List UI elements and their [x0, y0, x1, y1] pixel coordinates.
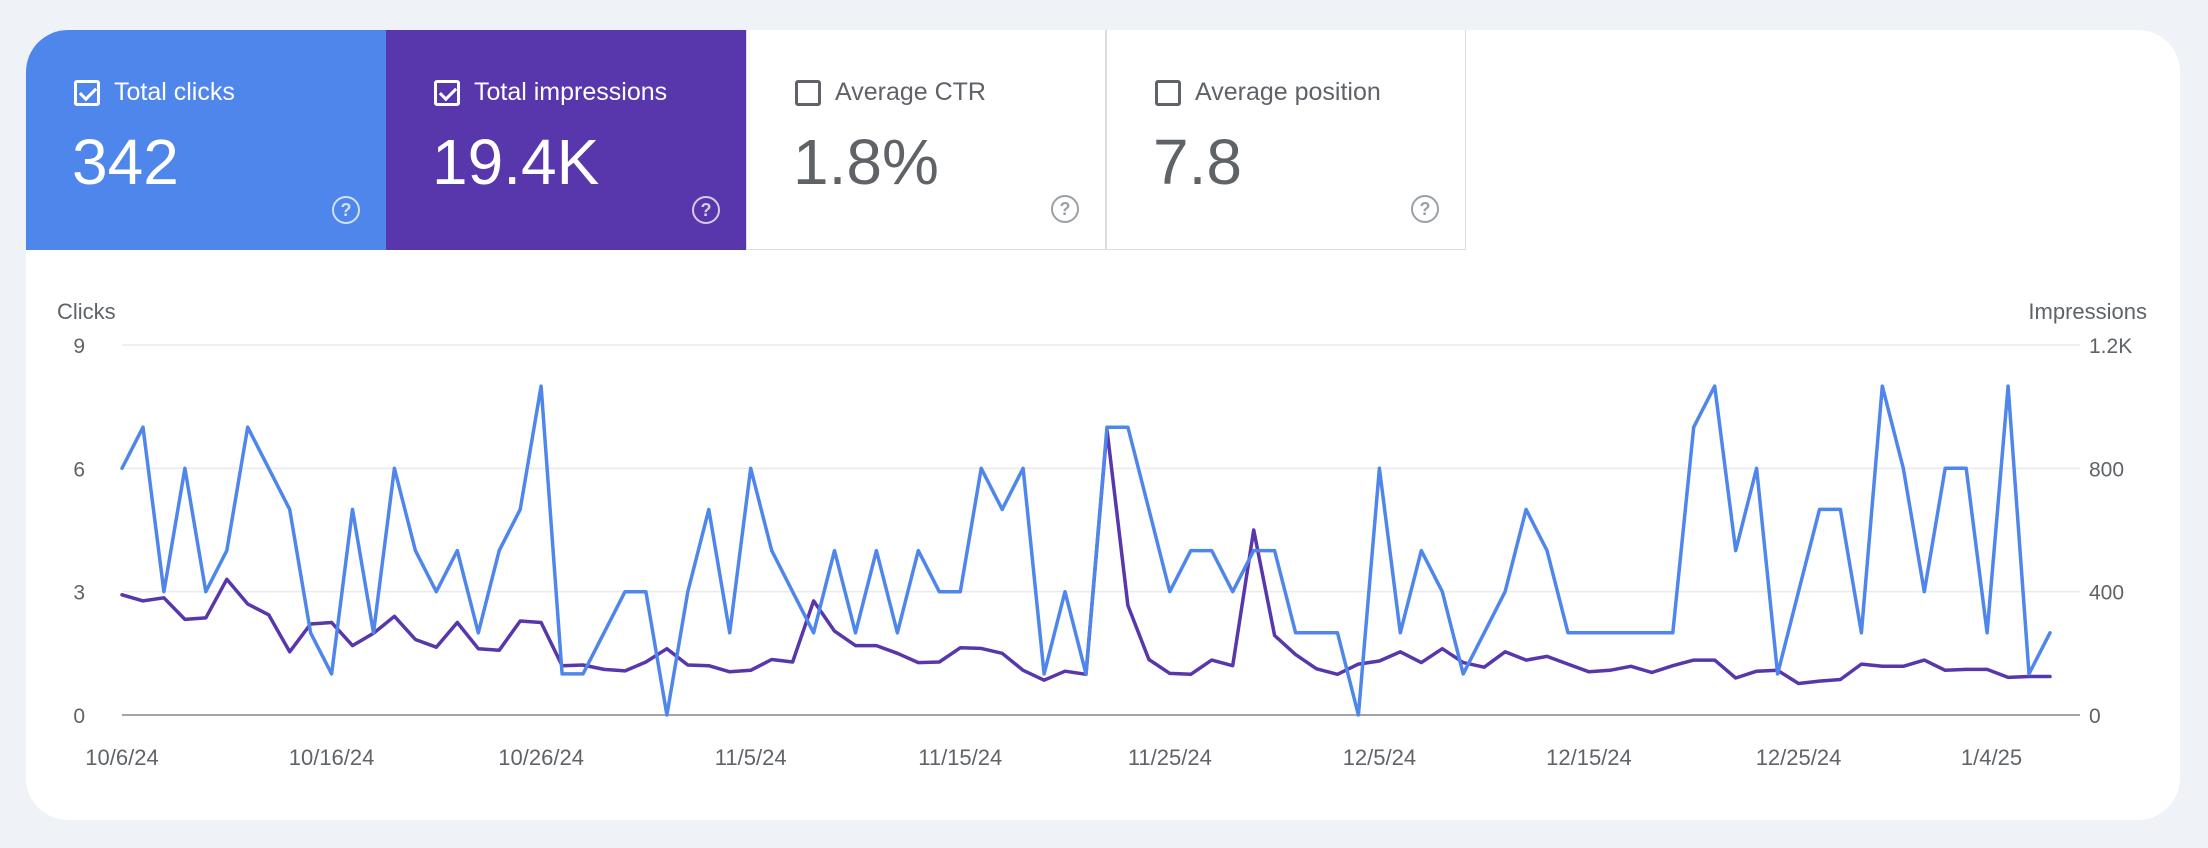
- x-axis-tick-label: 12/15/24: [1546, 745, 1632, 770]
- metric-cards: Total clicks 342 ? Total impressions 19.…: [26, 30, 1466, 250]
- right-axis-ticks: 0 400 800 1.2K: [2089, 335, 2132, 728]
- right-axis-tick-label: 800: [2089, 458, 2124, 481]
- checkbox-checked-icon[interactable]: [434, 79, 460, 106]
- x-axis-tick-label: 1/4/25: [1961, 745, 2022, 770]
- metric-card-average-position[interactable]: Average position 7.8 ?: [1106, 30, 1466, 250]
- metric-card-header: Average CTR: [795, 78, 986, 107]
- left-axis-ticks: 0 3 6 9: [73, 335, 85, 728]
- x-axis-tick-label: 11/5/24: [715, 745, 787, 770]
- right-axis-tick-label: 400: [2089, 582, 2124, 605]
- metric-card-header: Average position: [1155, 78, 1381, 107]
- left-axis-tick-label: 3: [73, 582, 85, 605]
- metric-card-total-clicks[interactable]: Total clicks 342 ?: [26, 30, 386, 250]
- x-axis-tick-label: 12/25/24: [1756, 745, 1842, 770]
- help-icon[interactable]: ?: [1051, 195, 1079, 223]
- x-axis-tick-label: 10/6/24: [85, 745, 158, 770]
- right-axis-title: Impressions: [2028, 299, 2147, 324]
- metric-card-header: Total impressions: [434, 78, 667, 107]
- right-axis-tick-label: 1.2K: [2089, 335, 2132, 358]
- x-axis-tick-label: 11/15/24: [918, 745, 1002, 770]
- metric-label: Total clicks: [114, 78, 235, 106]
- x-axis-tick-label: 12/5/24: [1343, 745, 1416, 770]
- metric-card-average-ctr[interactable]: Average CTR 1.8% ?: [746, 30, 1106, 250]
- metric-value: 342: [72, 126, 179, 198]
- help-icon[interactable]: ?: [692, 196, 720, 224]
- checkbox-unchecked-icon[interactable]: [1155, 79, 1181, 106]
- left-axis-tick-label: 0: [73, 705, 85, 728]
- metric-label: Average position: [1195, 78, 1381, 106]
- performance-panel: Total clicks 342 ? Total impressions 19.…: [26, 30, 2180, 820]
- checkbox-unchecked-icon[interactable]: [795, 79, 821, 106]
- metric-value: 7.8: [1153, 126, 1242, 198]
- left-axis-title: Clicks: [57, 299, 116, 324]
- metric-value: 1.8%: [793, 126, 939, 198]
- series-lines: [120, 384, 2052, 717]
- checkbox-checked-icon[interactable]: [74, 79, 100, 106]
- grid-lines: [122, 344, 2080, 716]
- x-axis-tick-label: 10/26/24: [498, 745, 584, 770]
- left-axis-tick-label: 9: [73, 335, 85, 358]
- x-axis-ticks: 10/6/24 10/16/24 10/26/24 11/5/24 11/15/24 11…: [85, 745, 2022, 770]
- performance-chart: Clicks Impressions 0 3 6 9 0 400 800 1.2K 10/6…: [57, 299, 2147, 770]
- metric-label: Average CTR: [835, 78, 986, 106]
- series-line-total-clicks: [120, 384, 2052, 717]
- x-axis-tick-label: 10/16/24: [289, 745, 375, 770]
- help-icon[interactable]: ?: [1411, 195, 1439, 223]
- metric-label: Total impressions: [474, 78, 668, 106]
- right-axis-tick-label: 0: [2089, 705, 2101, 728]
- x-axis-tick-label: 11/25/24: [1128, 745, 1212, 770]
- metric-value: 19.4K: [432, 126, 600, 198]
- left-axis-tick-label: 6: [73, 458, 85, 481]
- metric-card-total-impressions[interactable]: Total impressions 19.4K ?: [386, 30, 746, 250]
- help-icon[interactable]: ?: [332, 196, 360, 224]
- metric-card-header: Total clicks: [74, 78, 235, 107]
